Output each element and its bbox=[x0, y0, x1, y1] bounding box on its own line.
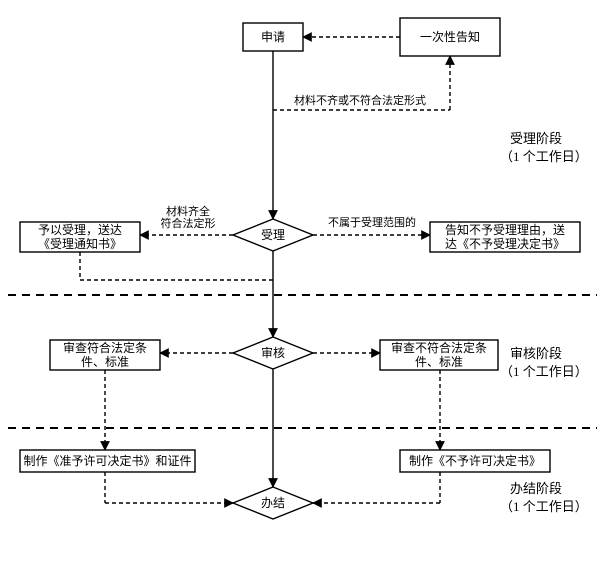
edge-label-e5: 不属于受理范围的 bbox=[328, 215, 416, 229]
node-accept_no: 告知不予受理理由，送达《不予受理决定书》 bbox=[430, 222, 580, 252]
svg-text:件、标准: 件、标准 bbox=[81, 355, 129, 369]
svg-text:达《不予受理决定书》: 达《不予受理决定书》 bbox=[445, 236, 565, 251]
svg-text:申请: 申请 bbox=[261, 30, 285, 44]
svg-text:办结: 办结 bbox=[261, 495, 285, 510]
svg-text:审核: 审核 bbox=[261, 345, 285, 360]
node-finish: 办结 bbox=[233, 487, 313, 519]
edge-label-e4: 材料齐全 bbox=[166, 204, 210, 218]
svg-text:制作《不予许可决定书》: 制作《不予许可决定书》 bbox=[409, 453, 541, 468]
node-notify: 一次性告知 bbox=[400, 18, 500, 56]
phase-sub: （1 个工作日） bbox=[500, 499, 588, 514]
phase-title: 受理阶段 bbox=[510, 131, 562, 146]
node-apply: 申请 bbox=[243, 23, 303, 51]
svg-text:审查不符合法定条: 审查不符合法定条 bbox=[391, 340, 487, 355]
phase-title: 办结阶段 bbox=[510, 481, 562, 496]
node-make_yes: 制作《准予许可决定书》和证件 bbox=[20, 450, 195, 472]
svg-text:《受理通知书》: 《受理通知书》 bbox=[38, 237, 122, 251]
node-review_no: 审查不符合法定条件、标准 bbox=[380, 340, 498, 370]
node-review_yes: 审查符合法定条件、标准 bbox=[50, 340, 160, 370]
svg-text:件、标准: 件、标准 bbox=[415, 355, 463, 369]
node-make_no: 制作《不予许可决定书》 bbox=[400, 450, 550, 472]
svg-text:予以受理，送达: 予以受理，送达 bbox=[38, 222, 122, 237]
svg-text:制作《准予许可决定书》和证件: 制作《准予许可决定书》和证件 bbox=[23, 453, 191, 468]
node-accept: 受理 bbox=[233, 219, 313, 251]
edge-label-e4: 符合法定形 bbox=[161, 216, 216, 230]
node-accept_yes: 予以受理，送达《受理通知书》 bbox=[20, 222, 140, 252]
phase-sub: （1 个工作日） bbox=[500, 364, 588, 379]
svg-text:受理: 受理 bbox=[261, 228, 285, 242]
svg-text:一次性告知: 一次性告知 bbox=[420, 30, 480, 44]
node-review: 审核 bbox=[233, 337, 313, 369]
phase-sub: （1 个工作日） bbox=[500, 149, 588, 164]
svg-text:告知不予受理理由，送: 告知不予受理理由，送 bbox=[445, 222, 565, 237]
flowchart: 材料不齐或不符合法定形式材料齐全符合法定形 不属于受理范围的 申请 一次性告知受理 予以… bbox=[0, 0, 605, 564]
svg-text:审查符合法定条: 审查符合法定条 bbox=[63, 340, 147, 355]
phase-title: 审核阶段 bbox=[510, 346, 562, 361]
edge-label-e3a: 材料不齐或不符合法定形式 bbox=[294, 93, 426, 107]
